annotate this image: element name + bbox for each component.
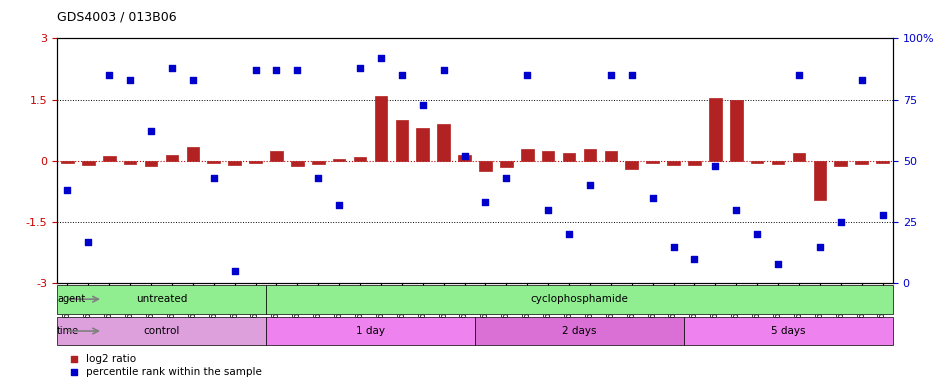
Bar (374, 96, 388, 161)
Bar (709, 98, 722, 161)
Text: cyclophosphamide: cyclophosphamide (530, 294, 629, 304)
Bar (61, 161, 74, 163)
Point (102, 72, 117, 78)
Point (687, 256, 702, 262)
Bar (646, 161, 659, 163)
Bar (583, 149, 597, 161)
Point (185, 77, 200, 83)
FancyBboxPatch shape (684, 317, 893, 345)
Bar (855, 161, 868, 164)
Bar (500, 161, 513, 167)
FancyBboxPatch shape (266, 317, 475, 345)
Point (290, 67, 305, 73)
Bar (437, 124, 450, 161)
Bar (604, 151, 618, 161)
Bar (228, 161, 241, 165)
Bar (103, 156, 116, 161)
Point (561, 231, 577, 237)
Text: 1 day: 1 day (356, 326, 385, 336)
Text: percentile rank within the sample: percentile rank within the sample (86, 367, 262, 377)
Bar (207, 161, 220, 163)
Bar (270, 151, 283, 161)
FancyBboxPatch shape (57, 285, 266, 313)
Point (123, 77, 138, 83)
Point (206, 175, 221, 181)
Bar (249, 161, 262, 163)
Point (791, 72, 807, 78)
Bar (353, 157, 367, 161)
Bar (562, 153, 576, 161)
Bar (186, 147, 200, 161)
FancyBboxPatch shape (266, 285, 893, 313)
Point (332, 202, 347, 208)
Bar (750, 161, 764, 163)
Bar (458, 155, 471, 161)
Point (269, 67, 284, 73)
Text: GDS4003 / 013B06: GDS4003 / 013B06 (57, 10, 177, 23)
Bar (730, 99, 743, 161)
Text: control: control (143, 326, 180, 336)
Point (373, 55, 389, 61)
Bar (124, 161, 137, 164)
Point (499, 175, 514, 181)
Bar (834, 161, 847, 166)
Point (619, 198, 635, 204)
Point (81, 238, 96, 245)
Point (729, 207, 744, 213)
Text: untreated: untreated (136, 294, 187, 304)
Bar (792, 154, 806, 161)
Point (352, 65, 368, 71)
Text: 2 days: 2 days (562, 326, 597, 336)
Point (520, 72, 535, 78)
Point (143, 128, 159, 134)
Point (833, 219, 848, 225)
Point (619, 318, 635, 324)
Point (227, 268, 242, 274)
Point (415, 101, 430, 108)
Bar (771, 161, 785, 164)
Point (708, 163, 723, 169)
Bar (312, 161, 325, 164)
Bar (479, 161, 492, 171)
Point (854, 77, 869, 83)
Point (541, 207, 556, 213)
Point (436, 67, 451, 73)
Bar (416, 128, 429, 161)
Point (812, 243, 827, 250)
Point (457, 153, 472, 159)
Point (770, 261, 786, 267)
Point (750, 231, 765, 237)
Point (60, 187, 75, 193)
Bar (165, 155, 179, 161)
Bar (813, 161, 826, 200)
Text: time: time (57, 326, 79, 336)
Bar (521, 149, 534, 161)
Bar (688, 161, 701, 165)
Point (875, 212, 890, 218)
Bar (395, 120, 408, 161)
Bar (144, 161, 158, 166)
Bar (542, 151, 555, 161)
Bar (82, 161, 95, 165)
FancyBboxPatch shape (475, 317, 684, 345)
Text: log2 ratio: log2 ratio (86, 354, 137, 364)
Point (478, 199, 493, 205)
Bar (625, 161, 638, 169)
Bar (876, 161, 889, 163)
Bar (291, 161, 304, 166)
Text: agent: agent (57, 294, 86, 304)
FancyBboxPatch shape (57, 317, 266, 345)
Point (248, 67, 263, 73)
Point (645, 194, 660, 200)
Point (582, 182, 598, 189)
Point (394, 72, 409, 78)
Text: 5 days: 5 days (771, 326, 806, 336)
Point (603, 72, 618, 78)
Bar (667, 161, 680, 165)
Point (666, 243, 681, 250)
Point (311, 175, 326, 181)
Point (624, 72, 639, 78)
Point (164, 65, 180, 71)
Bar (332, 159, 346, 161)
